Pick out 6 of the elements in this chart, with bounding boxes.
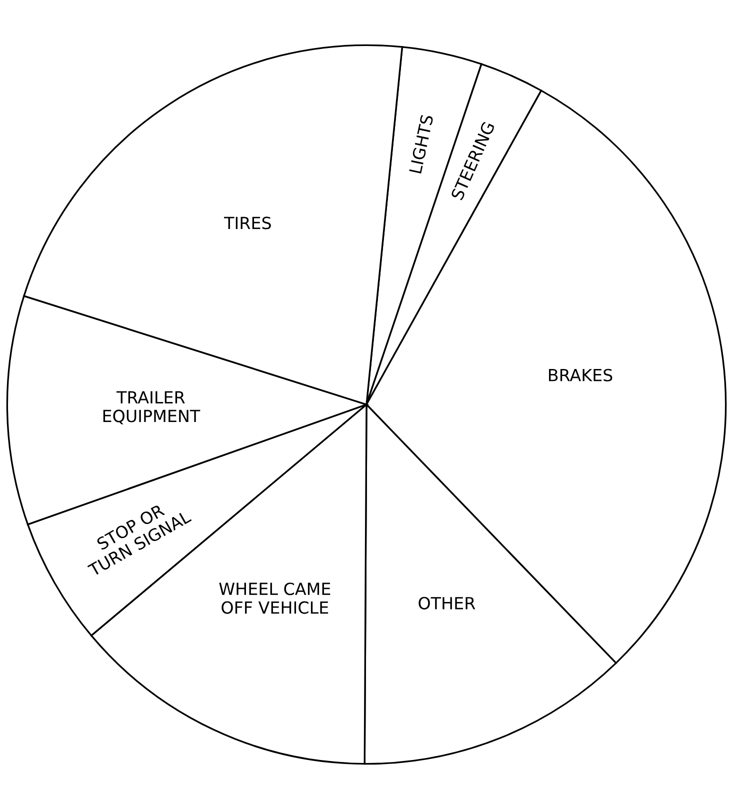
slice-label: BRAKES xyxy=(549,368,612,382)
slice-label: TRAILER EQUIPMENT xyxy=(103,391,200,424)
slice-label: LIGHTS xyxy=(408,114,434,174)
slice-label: OTHER xyxy=(418,596,476,610)
slice-label: WHEEL CAME OFF VEHICLE xyxy=(219,582,330,614)
slice-label: TIRES xyxy=(224,216,271,230)
